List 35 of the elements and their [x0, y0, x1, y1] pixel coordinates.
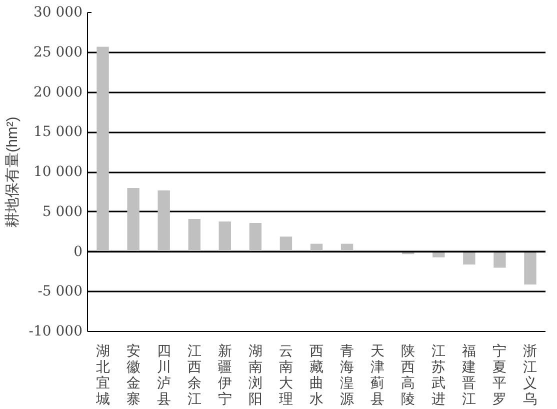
- x-tick-label: 陕西高陵: [401, 342, 416, 406]
- y-tick-label: 15 000: [34, 124, 83, 140]
- y-tick-label: -10 000: [28, 324, 82, 340]
- y-tick-label: 5 000: [42, 204, 83, 220]
- x-tick-label: 四川泸县: [156, 342, 171, 406]
- x-tick-label: 福建晋江: [461, 342, 476, 406]
- x-tick-label: 青海湟源: [340, 342, 354, 406]
- bar: [249, 223, 262, 252]
- x-tick-label: 浙江义乌: [523, 342, 538, 406]
- y-tick-label: 0: [74, 244, 83, 260]
- y-tick-label: 30 000: [34, 4, 83, 20]
- bar: [218, 221, 232, 252]
- bar: [524, 252, 536, 284]
- y-axis-title: 耕地保有量(hm²): [4, 116, 21, 228]
- x-tick-label: 江西余江: [187, 342, 202, 406]
- y-tick-label: 10 000: [34, 164, 83, 180]
- x-tick-label: 湖南浏阳: [248, 342, 262, 406]
- y-tick-label: 20 000: [34, 84, 83, 100]
- bar: [463, 252, 476, 265]
- bar: [127, 188, 140, 252]
- x-tick-label: 西藏曲水: [310, 342, 324, 406]
- bar: [96, 46, 109, 252]
- bar: [158, 190, 170, 252]
- x-tick-label: 宁夏平罗: [492, 342, 507, 406]
- x-tick-label: 新疆伊宁: [218, 342, 232, 406]
- x-tick-label: 云南大理: [278, 342, 293, 406]
- bar: [494, 252, 506, 268]
- y-tick-label: -5 000: [38, 284, 83, 300]
- x-tick-label: 天津蓟县: [370, 342, 385, 406]
- x-tick-label: 江苏武进: [432, 342, 446, 406]
- bar: [280, 236, 292, 252]
- x-tick-label: 湖北宜城: [94, 342, 110, 406]
- bar: [188, 219, 200, 252]
- x-tick-label: 安徽金寨: [126, 342, 140, 406]
- y-tick-label: 25 000: [34, 44, 83, 60]
